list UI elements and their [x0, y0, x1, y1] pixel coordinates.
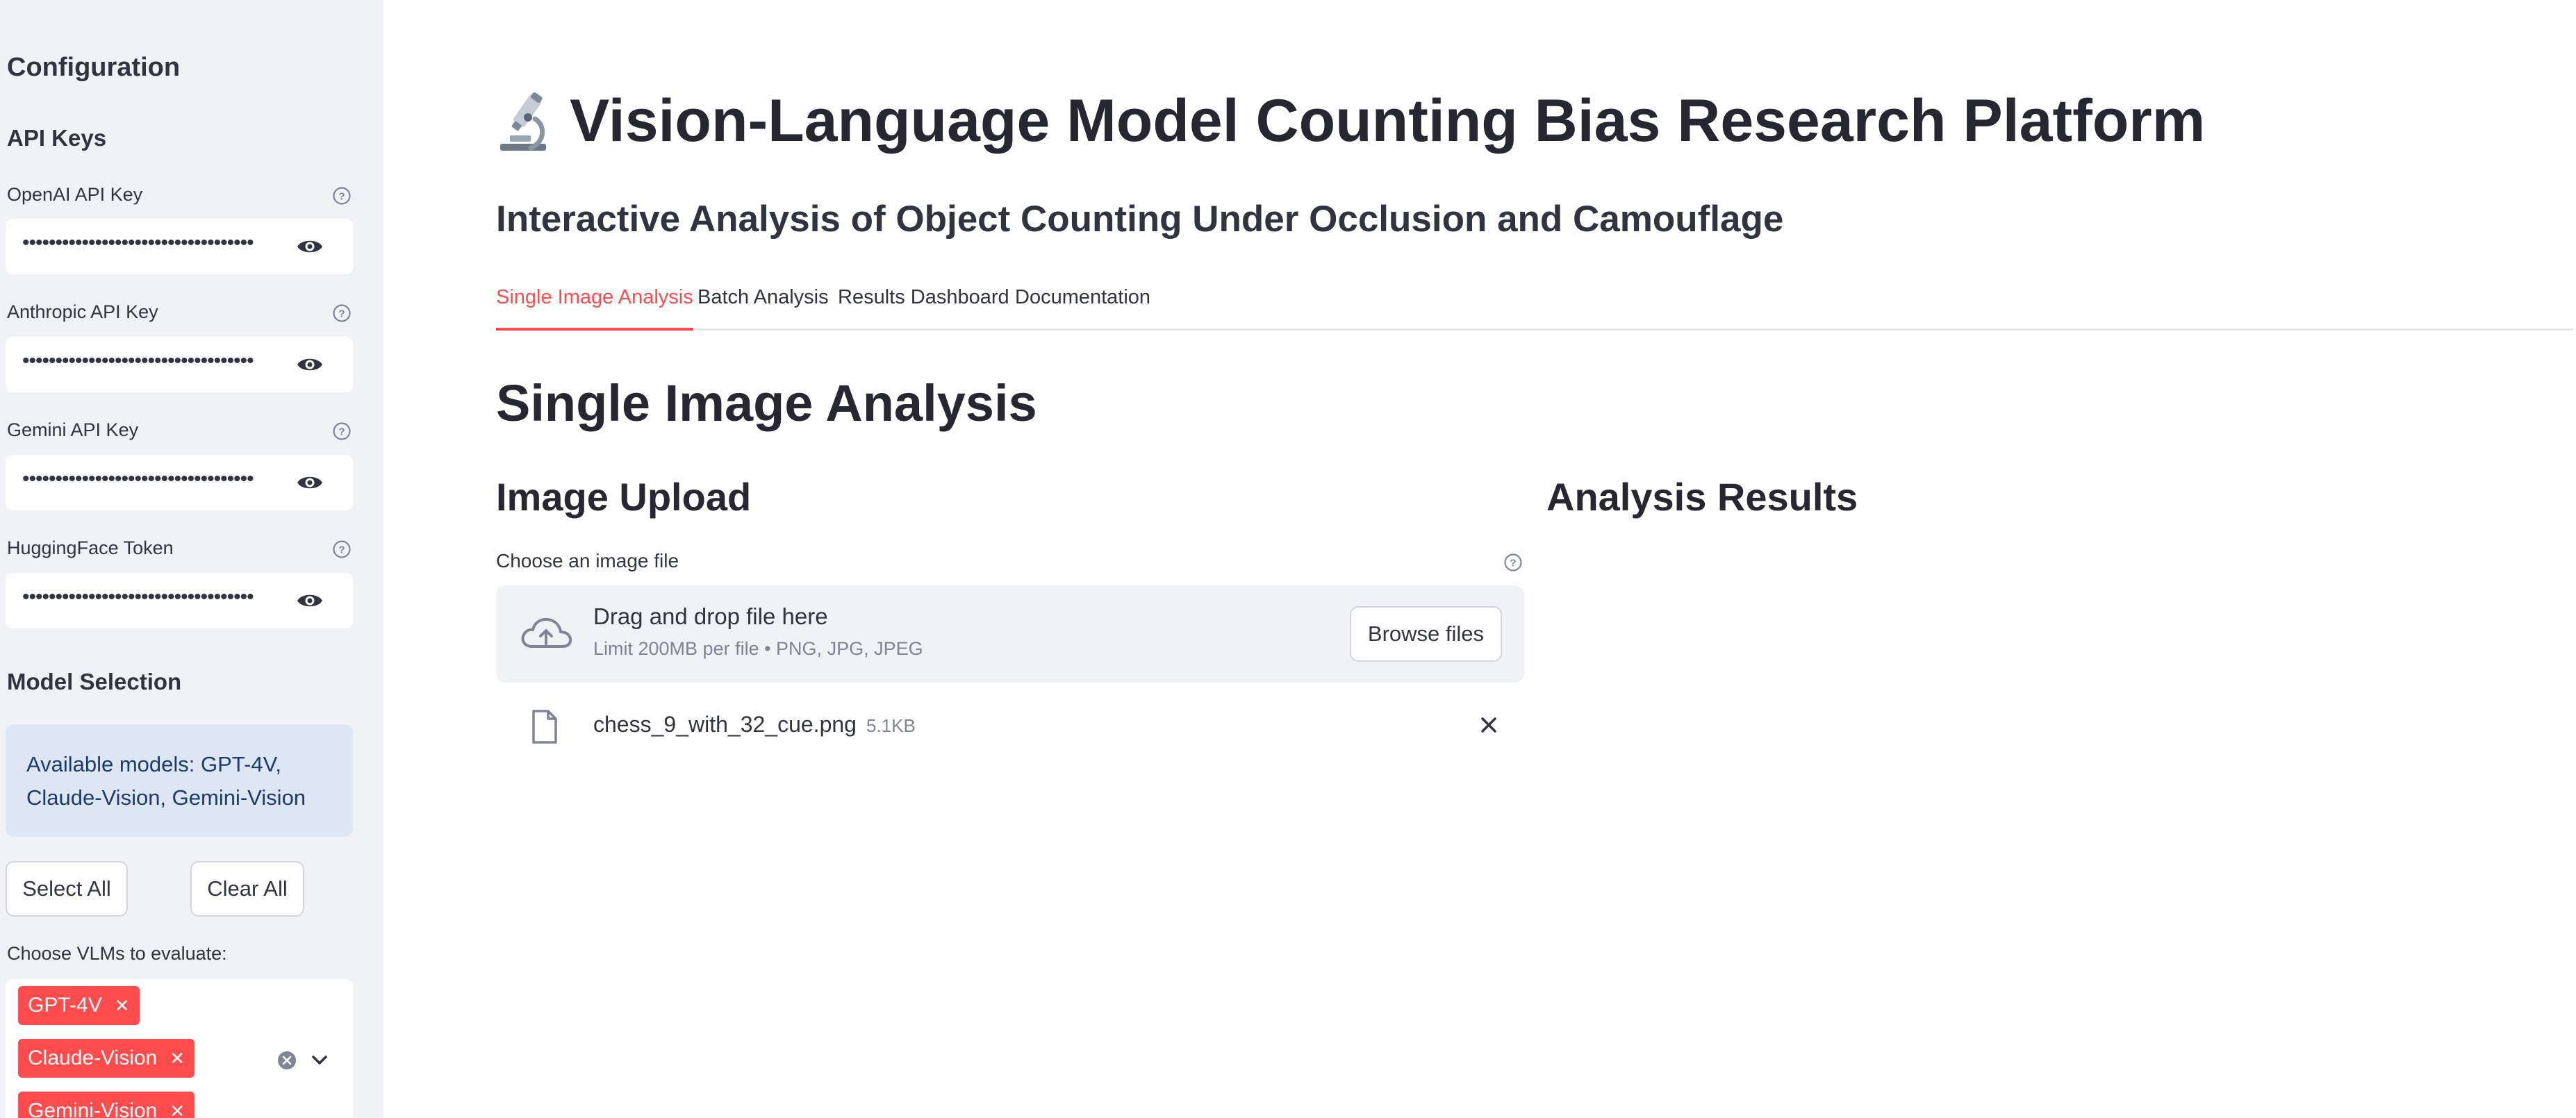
model-selection-heading: Model Selection: [7, 669, 182, 694]
sidebar-title: Configuration: [7, 53, 181, 82]
clear-circle-icon[interactable]: [276, 1050, 297, 1071]
image-upload-heading: Image Upload: [496, 475, 752, 519]
tab-single-image-analysis[interactable]: Single Image Analysis: [496, 286, 693, 331]
anthropic-key-label: Anthropic API Key: [7, 301, 158, 322]
page-title-text: Vision-Language Model Counting Bias Rese…: [570, 87, 2206, 154]
remove-tag-icon[interactable]: ✕: [170, 1100, 185, 1118]
dropzone-text: Drag and drop file here: [593, 603, 828, 629]
eye-icon[interactable]: [296, 473, 324, 492]
api-keys-heading: API Keys: [7, 125, 107, 151]
tab-results-dashboard[interactable]: Results Dashboard: [838, 286, 1009, 308]
file-name-text: chess_9_with_32_cue.png: [593, 712, 857, 737]
huggingface-token-value: •••••••••••••••••••••••••••••••••••: [22, 585, 254, 608]
tag-claude-vision: Claude-Vision ✕: [18, 1039, 195, 1078]
close-icon[interactable]: [1477, 713, 1501, 737]
remove-tag-icon[interactable]: ✕: [114, 994, 130, 1016]
sidebar: Configuration API Keys OpenAI API Key ? …: [0, 0, 383, 1118]
tag-label: GPT-4V: [28, 994, 102, 1017]
anthropic-key-input[interactable]: •••••••••••••••••••••••••••••••••••: [6, 337, 353, 392]
huggingface-token-label: HuggingFace Token: [7, 537, 174, 558]
available-models-info: Available models: GPT-4V, Claude-Vision,…: [6, 724, 353, 837]
tag-gpt-4v: GPT-4V ✕: [18, 986, 140, 1025]
help-icon[interactable]: ?: [332, 303, 352, 323]
section-title: Single Image Analysis: [496, 374, 1037, 432]
eye-icon[interactable]: [296, 355, 324, 374]
analysis-results-heading: Analysis Results: [1546, 475, 1858, 519]
tab-documentation[interactable]: Documentation: [1015, 286, 1151, 308]
cloud-upload-icon: [521, 617, 572, 648]
eye-icon[interactable]: [296, 237, 324, 256]
microscope-icon: [500, 92, 546, 151]
remove-tag-icon[interactable]: ✕: [170, 1047, 185, 1069]
uploaded-file-row: chess_9_with_32_cue.png 5.1KB: [496, 698, 1524, 753]
openai-key-value: •••••••••••••••••••••••••••••••••••: [22, 231, 254, 254]
help-icon[interactable]: ?: [332, 186, 352, 206]
dropzone-limit-text: Limit 200MB per file • PNG, JPG, JPEG: [593, 638, 923, 659]
help-icon[interactable]: ?: [332, 540, 352, 559]
tag-gemini-vision: Gemini-Vision ✕: [18, 1092, 195, 1118]
eye-icon[interactable]: [296, 591, 324, 610]
svg-text:?: ?: [338, 426, 345, 438]
help-icon[interactable]: ?: [1503, 553, 1523, 572]
file-dropzone[interactable]: Drag and drop file here Limit 200MB per …: [496, 585, 1524, 683]
tag-label: Claude-Vision: [28, 1046, 158, 1069]
file-size: 5.1KB: [866, 715, 916, 736]
gemini-key-label: Gemini API Key: [7, 419, 139, 440]
svg-text:?: ?: [338, 308, 345, 320]
file-icon: [532, 710, 557, 744]
openai-key-label: OpenAI API Key: [7, 184, 143, 205]
tag-label: Gemini-Vision: [28, 1099, 158, 1118]
select-all-button[interactable]: Select All: [6, 861, 128, 917]
uploaded-file-name: chess_9_with_32_cue.png 5.1KB: [593, 712, 916, 737]
page-title: Vision-Language Model Counting Bias Rese…: [496, 87, 2205, 156]
anthropic-key-value: •••••••••••••••••••••••••••••••••••: [22, 349, 254, 372]
huggingface-token-input[interactable]: •••••••••••••••••••••••••••••••••••: [6, 573, 353, 628]
svg-text:?: ?: [338, 544, 345, 556]
tab-bar: Single Image Analysis Batch Analysis Res…: [496, 278, 2573, 331]
help-icon[interactable]: ?: [332, 422, 352, 441]
chevron-down-icon[interactable]: [310, 1051, 329, 1069]
svg-text:?: ?: [1510, 558, 1516, 569]
gemini-key-input[interactable]: •••••••••••••••••••••••••••••••••••: [6, 455, 353, 510]
openai-key-input[interactable]: •••••••••••••••••••••••••••••••••••: [6, 219, 353, 274]
page-subtitle: Interactive Analysis of Object Counting …: [496, 199, 1784, 240]
vlm-multiselect[interactable]: GPT-4V ✕ Claude-Vision ✕ Gemini-Vision ✕: [6, 979, 353, 1118]
clear-all-button[interactable]: Clear All: [190, 861, 304, 917]
gemini-key-value: •••••••••••••••••••••••••••••••••••: [22, 467, 254, 490]
svg-text:?: ?: [338, 191, 345, 203]
tab-batch-analysis[interactable]: Batch Analysis: [697, 286, 829, 308]
browse-files-button[interactable]: Browse files: [1349, 606, 1502, 662]
uploader-label: Choose an image file: [496, 550, 679, 571]
multiselect-label: Choose VLMs to evaluate:: [7, 943, 227, 964]
